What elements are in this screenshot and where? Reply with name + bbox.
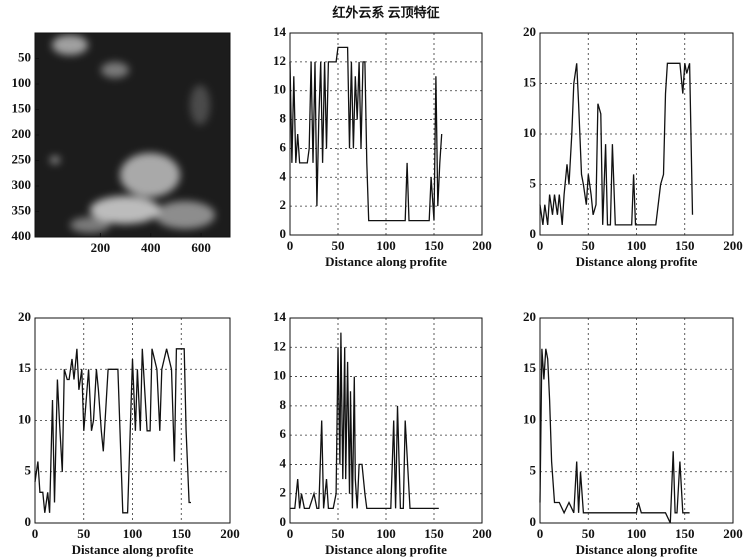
y-tick-label: 300 bbox=[12, 177, 32, 192]
y-tick-label: 350 bbox=[12, 202, 32, 217]
x-tick-label: 50 bbox=[582, 526, 595, 541]
y-tick-label: 0 bbox=[530, 226, 537, 241]
x-tick-label: 200 bbox=[472, 526, 492, 541]
y-tick-label: 5 bbox=[530, 463, 537, 478]
y-tick-label: 15 bbox=[523, 360, 537, 375]
x-tick-label: 150 bbox=[424, 238, 444, 253]
y-tick-label: 10 bbox=[273, 368, 286, 383]
x-tick-label: 150 bbox=[172, 526, 192, 541]
x-tick-label: 400 bbox=[141, 240, 161, 255]
y-tick-label: 4 bbox=[280, 168, 287, 183]
plot-frame bbox=[289, 32, 483, 236]
x-axis-label: Distance along profite bbox=[576, 542, 698, 557]
y-tick-label: 10 bbox=[273, 82, 286, 97]
chart-title: 红外云系 云顶特征 bbox=[332, 5, 439, 20]
x-axis-label: Distance along profite bbox=[72, 542, 194, 557]
plot-frame bbox=[34, 32, 231, 238]
y-tick-label: 20 bbox=[18, 309, 31, 324]
plot-frame bbox=[539, 317, 734, 524]
y-tick-label: 20 bbox=[523, 24, 536, 39]
x-tick-label: 200 bbox=[723, 526, 743, 541]
y-tick-label: 5 bbox=[530, 175, 537, 190]
x-tick-label: 0 bbox=[287, 526, 294, 541]
y-tick-label: 400 bbox=[12, 228, 32, 243]
x-tick-label: 50 bbox=[582, 238, 595, 253]
y-tick-label: 10 bbox=[523, 411, 536, 426]
x-tick-label: 200 bbox=[472, 238, 492, 253]
satellite-image bbox=[35, 33, 230, 237]
y-tick-label: 6 bbox=[280, 139, 287, 154]
y-tick-label: 4 bbox=[280, 455, 287, 470]
y-tick-label: 6 bbox=[280, 426, 287, 441]
x-tick-label: 100 bbox=[627, 238, 647, 253]
y-tick-label: 8 bbox=[280, 397, 287, 412]
profile-line bbox=[34, 348, 191, 514]
y-tick-label: 12 bbox=[273, 338, 286, 353]
y-tick-label: 10 bbox=[18, 411, 31, 426]
plot-frame bbox=[289, 317, 483, 524]
y-tick-label: 200 bbox=[12, 126, 32, 141]
x-tick-label: 200 bbox=[91, 240, 111, 255]
x-tick-label: 150 bbox=[424, 526, 444, 541]
y-tick-label: 0 bbox=[530, 514, 537, 529]
profile-line bbox=[539, 348, 690, 524]
y-tick-label: 8 bbox=[280, 111, 287, 126]
x-tick-label: 0 bbox=[537, 526, 544, 541]
y-tick-label: 20 bbox=[523, 309, 536, 324]
x-tick-label: 0 bbox=[537, 238, 544, 253]
y-tick-label: 14 bbox=[273, 309, 287, 324]
x-axis-label: Distance along profite bbox=[325, 542, 447, 557]
x-axis-label: Distance along profite bbox=[576, 254, 698, 269]
x-tick-label: 150 bbox=[675, 238, 695, 253]
y-tick-label: 150 bbox=[12, 100, 32, 115]
plot-frame bbox=[539, 32, 734, 236]
y-tick-label: 50 bbox=[18, 49, 31, 64]
x-tick-label: 100 bbox=[376, 238, 396, 253]
x-tick-label: 50 bbox=[332, 526, 345, 541]
profile-line bbox=[290, 332, 439, 510]
y-tick-label: 0 bbox=[280, 226, 287, 241]
x-tick-label: 100 bbox=[123, 526, 143, 541]
y-tick-label: 0 bbox=[280, 514, 287, 529]
x-tick-label: 600 bbox=[191, 240, 211, 255]
y-tick-label: 250 bbox=[12, 151, 32, 166]
x-tick-label: 150 bbox=[675, 526, 695, 541]
profile-line bbox=[289, 46, 443, 222]
y-tick-label: 15 bbox=[523, 74, 537, 89]
y-tick-label: 14 bbox=[273, 24, 287, 39]
x-tick-label: 50 bbox=[332, 238, 345, 253]
x-tick-label: 100 bbox=[376, 526, 396, 541]
x-tick-label: 200 bbox=[723, 238, 743, 253]
y-tick-label: 15 bbox=[18, 360, 32, 375]
x-axis-label: Distance along profite bbox=[325, 254, 447, 269]
x-tick-label: 50 bbox=[77, 526, 90, 541]
x-tick-label: 0 bbox=[32, 526, 39, 541]
plot-frame bbox=[34, 317, 231, 524]
y-tick-label: 100 bbox=[12, 75, 32, 90]
y-tick-label: 2 bbox=[280, 485, 287, 500]
y-tick-label: 12 bbox=[273, 53, 286, 68]
x-tick-label: 100 bbox=[627, 526, 647, 541]
y-tick-label: 5 bbox=[25, 463, 32, 478]
x-tick-label: 0 bbox=[287, 238, 294, 253]
y-tick-label: 0 bbox=[25, 514, 32, 529]
y-tick-label: 10 bbox=[523, 125, 536, 140]
x-tick-label: 200 bbox=[220, 526, 240, 541]
y-tick-label: 2 bbox=[280, 197, 287, 212]
profile-line bbox=[539, 62, 694, 226]
